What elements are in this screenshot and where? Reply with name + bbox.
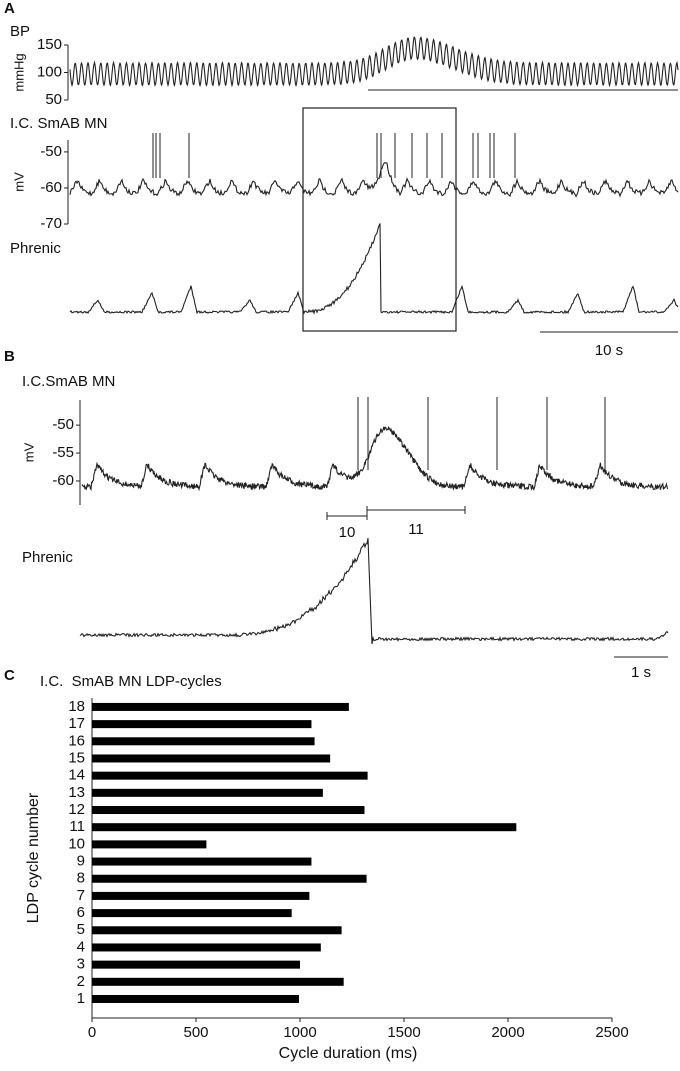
y-tick-label: 17 (68, 715, 85, 732)
bar (92, 788, 323, 797)
y-tick-label: 18 (68, 698, 85, 715)
panel-letter: C (4, 667, 15, 684)
x-tick-label: 1500 (387, 1024, 420, 1041)
trace (69, 36, 679, 88)
trace-label: I.C.SmAB MN (22, 373, 115, 390)
y-tick-label: 7 (77, 887, 85, 904)
bar (92, 806, 365, 815)
y-tick-label: 5 (77, 921, 85, 938)
panel-letter: B (4, 348, 15, 365)
trace-label: I.C. SmAB MN (10, 115, 108, 132)
trace (69, 161, 679, 198)
bar (92, 823, 517, 832)
trace (79, 538, 669, 645)
bar (92, 943, 321, 952)
y-tick-label: -60 (52, 472, 74, 489)
y-tick-label: -70 (40, 215, 62, 232)
x-tick-label: 500 (183, 1024, 208, 1041)
bar (92, 857, 312, 866)
y-tick-label: -50 (40, 143, 62, 160)
x-tick-label: 2500 (595, 1024, 628, 1041)
y-unit: mmHg (11, 53, 26, 91)
trace-label: Phrenic (22, 549, 73, 566)
bar (92, 840, 207, 849)
y-tick-label: 12 (68, 801, 85, 818)
y-tick-label: 6 (77, 904, 85, 921)
x-axis-label: Cycle duration (ms) (279, 1045, 418, 1062)
bar (92, 720, 312, 729)
bar (92, 702, 349, 711)
bar (92, 960, 300, 969)
x-tick-label: 2000 (491, 1024, 524, 1041)
bracket-label: 10 (339, 524, 356, 541)
bar (92, 771, 368, 780)
y-tick-label: 100 (37, 63, 62, 80)
trace (69, 223, 679, 315)
y-axis-label: LDP cycle number (25, 792, 42, 923)
bar (92, 995, 299, 1003)
y-tick-label: 14 (68, 767, 85, 784)
y-tick-label: 11 (69, 818, 85, 835)
y-tick-label: 9 (77, 853, 85, 870)
y-tick-label: 150 (37, 36, 62, 53)
y-tick-label: 3 (77, 956, 85, 973)
y-tick-label: 13 (68, 784, 85, 801)
y-tick-label: 2 (77, 973, 85, 990)
bar (92, 874, 367, 883)
y-tick-label: -55 (52, 444, 74, 461)
x-tick-label: 1000 (283, 1024, 316, 1041)
y-tick-label: -50 (52, 416, 74, 433)
scale-bar-label: 1 s (631, 664, 651, 681)
bar (92, 977, 344, 986)
bar (92, 909, 292, 918)
bar (92, 891, 310, 900)
y-tick-label: 16 (68, 732, 85, 749)
scale-bar-label: 10 s (595, 342, 623, 359)
trace-label: Phrenic (10, 240, 61, 257)
zoom-box (302, 107, 457, 332)
trace-label: BP (10, 23, 30, 40)
chart-title: I.C. SmAB MN LDP-cycles (40, 673, 222, 690)
bracket-label: 11 (408, 521, 424, 538)
panel-letter: A (4, 0, 15, 17)
x-tick-label: 0 (88, 1024, 96, 1041)
y-tick-label: 50 (45, 91, 62, 108)
y-tick-label: 1 (77, 990, 85, 1007)
bar (92, 926, 342, 935)
y-tick-label: -60 (40, 179, 62, 196)
y-tick-label: 4 (77, 938, 85, 955)
y-unit: mV (21, 442, 36, 462)
y-tick-label: 15 (68, 749, 85, 766)
y-tick-label: 10 (68, 835, 85, 852)
y-tick-label: 8 (77, 870, 85, 887)
bar (92, 754, 331, 763)
trace (81, 426, 669, 492)
y-unit: mV (11, 172, 26, 192)
bar (92, 737, 315, 746)
